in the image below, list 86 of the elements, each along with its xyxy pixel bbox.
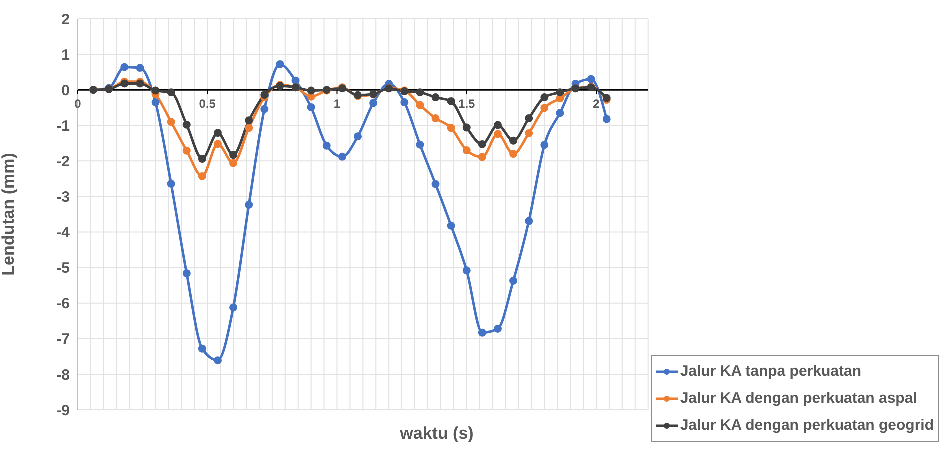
point (432, 114, 440, 123)
point (510, 276, 518, 285)
y-axis-title: Lendutan (mm) (0, 153, 18, 276)
x-tick-label: 0.5 (199, 97, 216, 112)
y-tick-label: 0 (62, 82, 70, 100)
point (416, 101, 424, 110)
legend-label: Jalur KA tanpa perkuatan (680, 363, 862, 380)
point (478, 153, 486, 162)
point (432, 94, 440, 102)
point (307, 86, 316, 95)
y-tick-label: -3 (56, 189, 70, 206)
point (198, 344, 206, 353)
point (525, 114, 534, 123)
point (540, 104, 549, 112)
point (587, 75, 596, 84)
point (556, 109, 564, 118)
point (230, 304, 238, 312)
y-tick-label: -8 (56, 366, 70, 384)
y-tick-label: 1 (62, 46, 70, 64)
y-tick-label: -1 (56, 118, 70, 135)
point (152, 98, 160, 107)
point (416, 140, 424, 149)
point (182, 120, 191, 129)
point (478, 328, 486, 337)
point (167, 180, 176, 188)
point (494, 121, 502, 130)
point (447, 97, 456, 106)
point (432, 180, 440, 188)
point (478, 140, 486, 148)
point (276, 60, 284, 68)
x-tick-label: 1 (334, 97, 341, 112)
point (540, 141, 549, 150)
point (214, 356, 222, 365)
point (214, 140, 222, 148)
point (602, 115, 611, 124)
point (510, 150, 518, 158)
point (416, 88, 424, 97)
point (322, 142, 331, 150)
point (167, 118, 176, 126)
point (230, 151, 238, 160)
point (540, 94, 549, 102)
point (152, 86, 160, 95)
point (230, 159, 238, 168)
point (494, 324, 502, 333)
point (245, 124, 254, 132)
point (370, 99, 378, 108)
point (525, 129, 534, 138)
x-tick-label: 2 (593, 97, 600, 112)
point (245, 116, 254, 125)
point (447, 124, 456, 132)
y-tick-label: -2 (56, 154, 70, 171)
point (292, 76, 300, 85)
point (556, 88, 564, 97)
point (167, 88, 176, 97)
x-axis-title: waktu (s) (400, 424, 474, 443)
x-tick-label: 0 (74, 97, 82, 112)
point (400, 98, 409, 107)
y-tick-label: -5 (56, 260, 70, 278)
point (462, 124, 471, 132)
point (462, 146, 471, 155)
y-tick-label: -9 (56, 402, 70, 420)
point (338, 152, 346, 161)
legend-label: Jalur KA dengan perkuatan geogrid (680, 417, 934, 434)
point (245, 200, 254, 209)
point (354, 132, 362, 141)
y-tick-label: -7 (56, 331, 70, 348)
point (260, 91, 269, 100)
point (447, 222, 456, 230)
y-tick-label: -6 (56, 296, 70, 313)
point (198, 172, 206, 180)
point (510, 136, 518, 145)
x-tick-label: 1.5 (458, 97, 476, 112)
point (494, 130, 502, 138)
point (307, 104, 316, 112)
point (214, 129, 222, 138)
point (136, 64, 144, 72)
y-tick-label: 2 (62, 11, 70, 28)
point (462, 266, 471, 275)
point (198, 155, 206, 164)
y-tick-label: -4 (56, 224, 71, 242)
point (120, 63, 129, 72)
point (525, 217, 534, 226)
point (182, 270, 191, 278)
legend-label: Jalur KA dengan perkuatan aspal (680, 390, 918, 407)
point (182, 146, 191, 155)
point (260, 105, 269, 114)
